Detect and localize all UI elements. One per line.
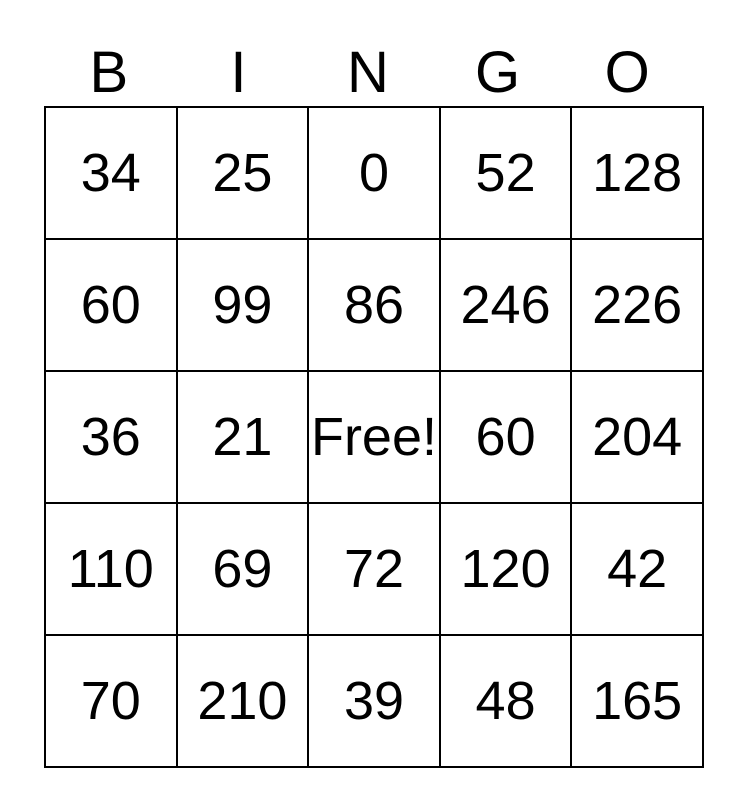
bingo-cell[interactable]: 70 — [44, 634, 178, 768]
bingo-cell[interactable]: 86 — [307, 238, 441, 372]
grid-row-2: 60 99 86 246 226 — [44, 238, 704, 372]
bingo-cell[interactable]: 52 — [438, 106, 573, 240]
grid-row-1: 34 25 0 52 128 — [44, 106, 704, 240]
column-letter-o: O — [604, 40, 650, 105]
bingo-cell[interactable]: 210 — [175, 634, 310, 768]
bingo-cell[interactable]: 48 — [438, 634, 573, 768]
bingo-cell[interactable]: 226 — [570, 238, 704, 372]
grid-row-3: 36 21 Free! 60 204 — [44, 370, 704, 504]
grid-row-5: 70 210 39 48 165 — [44, 634, 704, 768]
bingo-cell[interactable]: 204 — [570, 370, 704, 504]
grid-row-4: 110 69 72 120 42 — [44, 502, 704, 636]
bingo-cell[interactable]: 60 — [44, 238, 178, 372]
bingo-cell[interactable]: 99 — [175, 238, 310, 372]
bingo-cell[interactable]: 21 — [175, 370, 310, 504]
bingo-cell[interactable]: 72 — [307, 502, 441, 636]
bingo-cell[interactable]: 128 — [570, 106, 704, 240]
free-cell[interactable]: Free! — [307, 370, 441, 504]
bingo-cell[interactable]: 0 — [307, 106, 441, 240]
bingo-cell[interactable]: 25 — [175, 106, 310, 240]
bingo-cell[interactable]: 34 — [44, 106, 178, 240]
bingo-cell[interactable]: 60 — [438, 370, 573, 504]
bingo-cell[interactable]: 246 — [438, 238, 573, 372]
bingo-cell[interactable]: 165 — [570, 634, 704, 768]
bingo-grid: 34 25 0 52 128 60 99 86 246 226 36 21 Fr… — [44, 106, 704, 768]
bingo-cell[interactable]: 36 — [44, 370, 178, 504]
bingo-cell[interactable]: 39 — [307, 634, 441, 768]
column-letter-i: I — [230, 40, 247, 105]
bingo-header-row: B I N G O — [44, 40, 692, 106]
bingo-cell[interactable]: 110 — [44, 502, 178, 636]
column-letter-b: B — [89, 40, 129, 105]
column-letter-g: G — [475, 40, 521, 105]
bingo-cell[interactable]: 120 — [438, 502, 573, 636]
bingo-cell[interactable]: 69 — [175, 502, 310, 636]
column-letter-n: N — [347, 40, 389, 105]
bingo-cell[interactable]: 42 — [570, 502, 704, 636]
